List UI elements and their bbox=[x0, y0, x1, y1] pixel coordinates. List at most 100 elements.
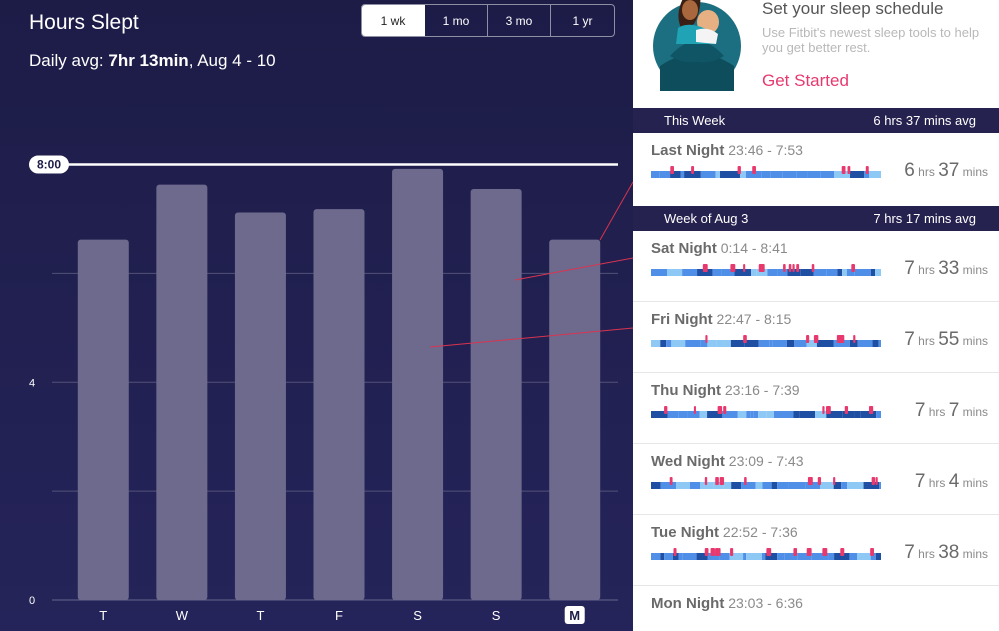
sleep-stage-segment bbox=[772, 340, 787, 347]
night-row-last-night[interactable]: Last Night 23:46 - 7:53 6 hrs 37 mins bbox=[633, 134, 999, 206]
minutes-unit: mins bbox=[959, 165, 988, 179]
sleep-stage-segment bbox=[707, 553, 720, 560]
minutes-unit: mins bbox=[959, 263, 988, 277]
awake-segment bbox=[851, 264, 855, 272]
week-label: This Week bbox=[664, 113, 726, 128]
minutes-unit: mins bbox=[959, 405, 988, 419]
sleep-stage-segment bbox=[676, 482, 690, 489]
awake-segment bbox=[853, 335, 856, 343]
sleep-stage-segment bbox=[707, 340, 717, 347]
sleep-stage-segment bbox=[762, 482, 772, 489]
daily-average: Daily avg: 7hr 13min, Aug 4 - 10 bbox=[29, 51, 276, 71]
awake-segment bbox=[723, 406, 727, 414]
sleep-stage-segment bbox=[842, 411, 855, 418]
today-marker bbox=[564, 606, 585, 624]
night-row-mon[interactable]: Mon Night 23:03 - 6:36 bbox=[633, 587, 999, 631]
sleep-stage-segment bbox=[687, 411, 700, 418]
x-tick-label: S bbox=[492, 608, 501, 623]
sleep-stage-segment bbox=[854, 269, 871, 276]
annotation-line bbox=[514, 257, 633, 281]
tab-3-months[interactable]: 3 mo bbox=[488, 5, 551, 36]
sleep-stage-segment bbox=[660, 553, 665, 560]
duration-minutes: 55 bbox=[938, 329, 960, 350]
range-tabs: 1 wk 1 mo 3 mo 1 yr bbox=[361, 4, 615, 37]
sleep-stage-segment bbox=[664, 553, 673, 560]
tab-1-week[interactable]: 1 wk bbox=[362, 5, 425, 36]
sleep-stage-segment bbox=[667, 269, 683, 276]
sleep-stage-segment bbox=[876, 411, 881, 418]
awake-segment bbox=[693, 406, 696, 414]
sleep-stage-segment bbox=[857, 340, 873, 347]
goal-label: 8:00 bbox=[37, 158, 61, 172]
sleep-stage-segment bbox=[773, 411, 790, 418]
duration-hours: 7 bbox=[904, 258, 915, 279]
sleep-stage-segment bbox=[682, 553, 697, 560]
night-title: Wed Night 23:09 - 7:43 bbox=[651, 453, 804, 470]
awake-segment bbox=[806, 548, 812, 556]
sleep-stage-segment bbox=[765, 553, 778, 560]
promo-title: Set your sleep schedule bbox=[762, 0, 944, 18]
tab-1-year[interactable]: 1 yr bbox=[572, 13, 593, 28]
sleep-stage-segment bbox=[651, 340, 661, 347]
get-started-link[interactable]: Get Started bbox=[762, 71, 849, 90]
awake-segment bbox=[743, 335, 747, 343]
sleep-stage-segment bbox=[697, 269, 713, 276]
sleep-stage-segment bbox=[689, 482, 701, 489]
annotation-line bbox=[599, 181, 633, 241]
sleep-stage-segment bbox=[731, 482, 742, 489]
sleep-stage-segment bbox=[700, 171, 706, 178]
sleep-stage-segment bbox=[875, 269, 881, 276]
sleep-stage-segment bbox=[869, 171, 881, 178]
night-row-sat[interactable]: Sat Night 0:14 - 8:41 7 hrs 33 mins bbox=[633, 232, 999, 302]
sleep-stage-segment bbox=[713, 482, 724, 489]
sleep-stage-segment bbox=[651, 482, 661, 489]
sleep-stage-segment bbox=[746, 553, 762, 560]
sleep-stage-segment bbox=[847, 482, 864, 489]
sleep-stage-segment bbox=[870, 269, 876, 276]
night-row-thu[interactable]: Thu Night 23:16 - 7:39 7 hrs 7 mins bbox=[633, 374, 999, 444]
bar-3 bbox=[313, 209, 365, 600]
duration-hours: 6 bbox=[904, 160, 915, 181]
duration-minutes: 7 bbox=[948, 400, 960, 421]
sleep-stage-segment bbox=[651, 171, 660, 178]
tab-1-month[interactable]: 1 mo bbox=[425, 5, 488, 36]
awake-segment bbox=[670, 166, 674, 174]
awake-segment bbox=[718, 548, 721, 556]
sleep-stage-segment bbox=[753, 411, 759, 418]
duration-minutes: 4 bbox=[948, 471, 960, 492]
sleep-stage-segment bbox=[834, 171, 851, 178]
night-name: Wed Night bbox=[651, 453, 725, 470]
hours-unit: hrs bbox=[925, 405, 949, 419]
night-row-fri[interactable]: Fri Night 22:47 - 8:15 7 hrs 55 mins bbox=[633, 303, 999, 373]
bar-0 bbox=[77, 239, 129, 600]
awake-segment bbox=[840, 548, 845, 556]
night-row-tue[interactable]: Tue Night 22:52 - 7:36 7 hrs 38 mins bbox=[633, 516, 999, 586]
sleep-stage-segment bbox=[720, 171, 735, 178]
sleep-stage-segment bbox=[756, 269, 768, 276]
sleep-stage-segment bbox=[715, 171, 721, 178]
sleep-stage-segment bbox=[744, 340, 759, 347]
sleep-stage-segment bbox=[729, 553, 744, 560]
sleep-stage-segment bbox=[758, 411, 767, 418]
awake-segment bbox=[744, 477, 747, 485]
x-tick-label: T bbox=[256, 608, 264, 623]
sleep-stage-segment bbox=[833, 340, 850, 347]
annotation-line bbox=[429, 327, 633, 348]
week-header-aug-3: Week of Aug 3 7 hrs 17 mins avg bbox=[633, 206, 999, 231]
bar-1 bbox=[156, 184, 208, 600]
night-name: Last Night bbox=[651, 142, 725, 159]
awake-segment bbox=[792, 264, 795, 272]
sleep-stage-segment bbox=[741, 482, 756, 489]
awake-segment bbox=[844, 406, 849, 414]
sleep-stage-segment bbox=[870, 553, 876, 560]
hours-unit: hrs bbox=[914, 547, 939, 561]
sleep-stages-bar bbox=[651, 335, 881, 347]
awake-segment bbox=[730, 548, 734, 556]
sleep-stage-segment bbox=[678, 553, 683, 560]
sleep-stage-segment bbox=[734, 171, 740, 178]
sleep-stage-segment bbox=[857, 553, 871, 560]
sleep-stage-segment bbox=[854, 411, 861, 418]
awake-segment bbox=[870, 548, 874, 556]
hours-unit: hrs bbox=[914, 334, 939, 348]
night-row-wed[interactable]: Wed Night 23:09 - 7:43 7 hrs 4 mins bbox=[633, 445, 999, 515]
